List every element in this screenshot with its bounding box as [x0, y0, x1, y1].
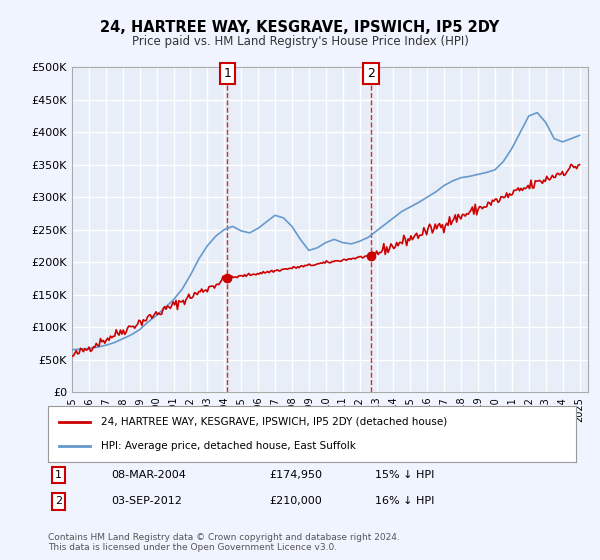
- Text: Contains HM Land Registry data © Crown copyright and database right 2024.: Contains HM Land Registry data © Crown c…: [48, 533, 400, 542]
- Text: This data is licensed under the Open Government Licence v3.0.: This data is licensed under the Open Gov…: [48, 543, 337, 552]
- Text: 08-MAR-2004: 08-MAR-2004: [112, 470, 186, 480]
- Text: 03-SEP-2012: 03-SEP-2012: [112, 496, 182, 506]
- Text: 24, HARTREE WAY, KESGRAVE, IPSWICH, IP5 2DY: 24, HARTREE WAY, KESGRAVE, IPSWICH, IP5 …: [100, 20, 500, 35]
- Text: 16% ↓ HPI: 16% ↓ HPI: [376, 496, 435, 506]
- Text: £210,000: £210,000: [270, 496, 323, 506]
- Text: HPI: Average price, detached house, East Suffolk: HPI: Average price, detached house, East…: [101, 441, 356, 451]
- Text: 2: 2: [55, 496, 62, 506]
- Text: 1: 1: [55, 470, 62, 480]
- Text: 15% ↓ HPI: 15% ↓ HPI: [376, 470, 435, 480]
- Text: Price paid vs. HM Land Registry's House Price Index (HPI): Price paid vs. HM Land Registry's House …: [131, 35, 469, 48]
- Text: 1: 1: [223, 67, 231, 80]
- Text: £174,950: £174,950: [270, 470, 323, 480]
- Text: 24, HARTREE WAY, KESGRAVE, IPSWICH, IP5 2DY (detached house): 24, HARTREE WAY, KESGRAVE, IPSWICH, IP5 …: [101, 417, 447, 427]
- Text: 2: 2: [367, 67, 375, 80]
